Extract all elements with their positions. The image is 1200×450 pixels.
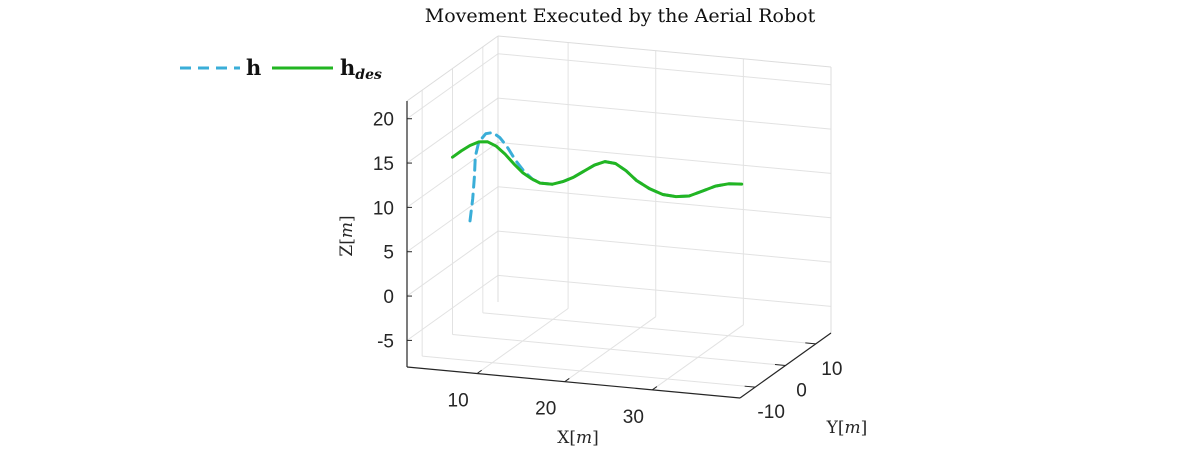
z-tick-label: 15 <box>373 154 394 175</box>
grid-lines <box>406 35 832 391</box>
box-edge <box>406 35 499 102</box>
series-line-h-des <box>451 140 744 199</box>
grid-line-floor-y <box>452 334 786 366</box>
y-tick-mark <box>805 342 816 345</box>
y-tick-mark <box>744 385 756 388</box>
y-axis-label-unit: m <box>845 418 861 438</box>
grid-line-back-z <box>497 141 832 174</box>
grid-line-side-z <box>406 230 499 297</box>
y-tick-mark <box>774 364 786 366</box>
x-tick-mark <box>564 378 570 383</box>
chart-title: Movement Executed by the Aerial Robot <box>425 5 816 27</box>
legend-label-h-des-main: h <box>340 55 355 80</box>
z-tick-label: 20 <box>373 110 394 131</box>
y-tick-label: 10 <box>821 359 842 380</box>
box-edge <box>497 35 832 68</box>
tick-labels: 10 20 30 -10 0 10 -5 0 5 10 15 20 <box>373 110 843 428</box>
z-axis-label-unit: m <box>337 222 357 238</box>
grid-line-back-z <box>497 53 832 86</box>
grid-line-side-z <box>406 53 499 120</box>
z-tick-label: 10 <box>373 198 394 219</box>
axes <box>406 101 832 399</box>
grid-line-back-z <box>497 274 832 307</box>
y-axis-label: Y[m] <box>826 418 868 438</box>
legend-label-h-des-sub: des <box>355 67 382 83</box>
series-line-h <box>468 131 744 223</box>
legend-label-h: h <box>246 55 261 80</box>
x-tick-label: 30 <box>623 407 644 428</box>
grid-line-side-z <box>406 141 499 208</box>
z-tick-label: 0 <box>383 287 394 308</box>
x-axis-label-unit: m <box>576 428 592 448</box>
grid-line-back-z <box>497 230 832 263</box>
z-axis-label: Z[m] <box>337 215 357 256</box>
x-axis-label-name: X <box>557 428 570 448</box>
z-tick-label: 5 <box>383 243 394 264</box>
x-tick-mark <box>652 386 658 391</box>
x-tick-label: 10 <box>448 391 469 412</box>
grid-line-floor-y <box>422 355 756 388</box>
x-tick-label: 20 <box>535 399 556 420</box>
grid-line-back-z <box>497 97 832 130</box>
grid-line-back-z <box>497 186 832 219</box>
series-lines <box>451 131 744 223</box>
grid-line-side-z <box>406 97 499 164</box>
grid-line-side-z <box>406 274 499 341</box>
grid-line-side-z <box>406 186 499 253</box>
x-axis-label: X[m] <box>557 428 599 448</box>
grid-line-floor-y <box>482 312 816 345</box>
y-axis-label-name: Y <box>826 418 839 438</box>
legend-label-h-des: hdes <box>340 55 382 83</box>
y-tick-label: 0 <box>796 381 807 402</box>
z-tick-label: -5 <box>377 331 394 352</box>
legend: h hdes <box>180 55 382 83</box>
x-axis-line <box>406 366 741 399</box>
x-tick-mark <box>476 369 482 374</box>
y-tick-label: -10 <box>757 402 784 423</box>
z-axis-label-name: Z <box>337 245 357 257</box>
